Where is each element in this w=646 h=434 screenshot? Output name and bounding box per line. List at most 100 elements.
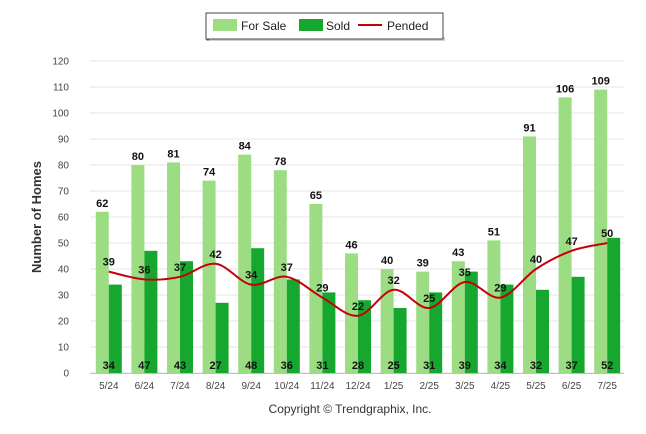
data-label-pended: 39 (103, 257, 115, 269)
data-label-sold: 48 (245, 360, 257, 372)
bar-for-sale (594, 89, 608, 373)
bar-for-sale (416, 271, 430, 373)
data-label-for-sale: 84 (239, 141, 252, 153)
bar-for-sale (202, 180, 216, 373)
bar-sold (180, 261, 193, 373)
bar-sold (215, 302, 229, 373)
bar-for-sale (345, 253, 358, 373)
y-tick-label: 100 (52, 109, 69, 120)
x-tick-label: 2/25 (419, 381, 439, 392)
x-tick-label: 6/25 (562, 381, 582, 392)
x-tick-label: 3/25 (455, 381, 475, 392)
data-label-pended: 25 (423, 293, 435, 305)
x-tick-label: 7/24 (170, 381, 190, 392)
x-tick-labels: 5/24 6/24 7/24 8/24 9/24 10/24 11/24 12/24 1/25 2… (99, 381, 617, 392)
bar-sold (536, 289, 549, 373)
y-tick-label: 90 (58, 135, 70, 146)
bar-for-sale (95, 211, 109, 373)
data-label-sold: 28 (352, 360, 364, 372)
data-label-for-sale: 74 (203, 167, 216, 179)
data-label-for-sale: 106 (556, 83, 574, 95)
data-label-sold: 31 (423, 360, 435, 372)
bar-sold (108, 284, 122, 373)
bar-sold (322, 292, 336, 373)
data-label-for-sale: 40 (381, 255, 393, 267)
y-tick-label: 50 (58, 239, 70, 250)
y-tick-label: 70 (58, 187, 70, 198)
data-label-pended: 40 (530, 254, 542, 266)
data-label-pended: 35 (459, 267, 471, 279)
data-label-pended: 50 (601, 228, 613, 240)
data-label-for-sale: 46 (345, 239, 357, 251)
data-label-sold: 34 (494, 360, 507, 372)
bar-sold (500, 284, 514, 373)
y-tick-labels: 0 10 20 30 40 50 60 70 80 90 100 110 120 (52, 57, 69, 380)
data-label-sold: 34 (103, 360, 116, 372)
data-label-sold: 25 (387, 360, 399, 372)
legend-swatch-sold (299, 19, 323, 31)
x-tick-label: 4/25 (491, 381, 511, 392)
bar-sold (144, 250, 158, 373)
data-label-for-sale: 109 (592, 76, 610, 88)
x-tick-label: 10/24 (274, 381, 299, 392)
data-label-sold: 43 (174, 360, 186, 372)
legend-label-sold: Sold (326, 19, 350, 33)
data-label-sold: 47 (138, 360, 150, 372)
bar-for-sale (523, 136, 536, 373)
data-label-for-sale: 91 (523, 122, 535, 134)
data-label-sold: 32 (530, 360, 542, 372)
bar-for-sale (131, 165, 145, 373)
data-label-pended: 47 (565, 236, 577, 248)
y-axis-title: Number of Homes (29, 161, 44, 273)
data-label-sold: 36 (281, 360, 293, 372)
bar-for-sale (451, 261, 465, 373)
y-tick-label: 0 (63, 369, 69, 380)
bar-sold (251, 248, 265, 373)
data-labels: 62 34 80 47 81 43 74 27 84 48 78 36 65 31 46 28 40 25 39 31… (96, 76, 613, 372)
data-label-pended: 29 (316, 283, 328, 295)
legend-label-pended: Pended (387, 19, 428, 33)
bar-for-sale (309, 204, 323, 373)
bar-sold (286, 279, 300, 373)
bar-sold (393, 308, 407, 373)
x-tick-label: 12/24 (345, 381, 370, 392)
y-tick-label: 10 (58, 343, 70, 354)
x-tick-label: 1/25 (384, 381, 404, 392)
bar-for-sale (487, 240, 501, 373)
copyright-text: Copyright © Trendgraphix, Inc. (269, 402, 432, 416)
data-label-pended: 34 (245, 270, 258, 282)
data-label-pended: 29 (494, 283, 506, 295)
data-label-pended: 36 (138, 264, 150, 276)
data-label-for-sale: 65 (310, 190, 322, 202)
y-tick-label: 80 (58, 161, 70, 172)
data-label-for-sale: 43 (452, 247, 464, 259)
x-tick-label: 6/24 (135, 381, 155, 392)
x-tick-label: 11/24 (310, 381, 335, 392)
x-tick-label: 9/24 (241, 381, 261, 392)
data-label-pended: 37 (281, 262, 293, 274)
x-tick-label: 7/25 (597, 381, 617, 392)
data-label-pended: 22 (352, 301, 364, 313)
data-label-pended: 32 (387, 275, 399, 287)
data-label-for-sale: 80 (132, 151, 144, 163)
y-tick-label: 30 (58, 291, 70, 302)
pended-series-line (108, 242, 608, 317)
x-tick-label: 5/24 (99, 381, 119, 392)
bar-for-sale (558, 97, 572, 374)
x-tick-label: 5/25 (526, 381, 546, 392)
data-label-for-sale: 39 (417, 258, 429, 270)
bar-sold (464, 271, 478, 373)
data-label-for-sale: 62 (96, 198, 108, 210)
data-label-for-sale: 78 (274, 156, 286, 168)
legend-frame (205, 12, 444, 40)
legend-swatch-for-sale (213, 19, 237, 31)
y-tick-label: 60 (58, 213, 70, 224)
data-label-sold: 39 (459, 360, 471, 372)
y-tick-label: 110 (53, 83, 69, 94)
data-label-pended: 42 (209, 249, 221, 261)
bar-sold (358, 300, 371, 373)
bar-for-sale (238, 154, 252, 373)
bar-for-sale (167, 162, 180, 373)
bar-sold (429, 292, 443, 373)
